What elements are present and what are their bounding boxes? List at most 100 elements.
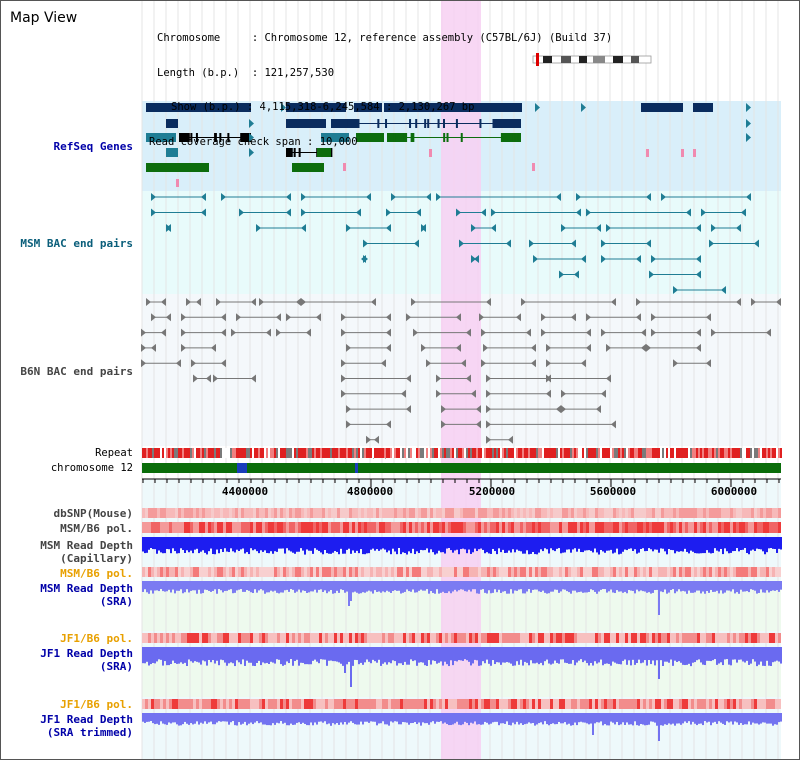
read-depth-bar bbox=[240, 537, 242, 550]
polymorphism-cell bbox=[295, 522, 298, 533]
polymorphism-cell bbox=[754, 633, 757, 643]
repeat-mark bbox=[688, 448, 690, 458]
polymorphism-cell bbox=[562, 699, 565, 709]
read-depth-bar bbox=[194, 713, 196, 724]
polymorphism-cell bbox=[394, 522, 397, 533]
repeat-mark bbox=[476, 448, 478, 458]
chromosome-ideogram[interactable] bbox=[531, 53, 656, 67]
read-depth-bar bbox=[670, 537, 672, 550]
jf1-b6-pol-trimmed-label[interactable]: JF1/B6 pol. bbox=[60, 698, 133, 711]
read-depth-bar bbox=[628, 713, 630, 725]
read-depth-bar bbox=[642, 713, 644, 725]
polymorphism-cell bbox=[427, 567, 430, 577]
read-depth-bar bbox=[642, 537, 644, 549]
polymorphism-cell bbox=[307, 508, 310, 518]
read-depth-bar bbox=[562, 713, 564, 724]
polymorphism-cell bbox=[469, 633, 472, 643]
read-depth-bar bbox=[706, 713, 708, 723]
read-depth-bar bbox=[182, 537, 184, 550]
read-depth-bar bbox=[360, 647, 362, 663]
bac-end-marker bbox=[346, 405, 351, 414]
repeat-mark bbox=[490, 448, 492, 458]
repeat-mark bbox=[346, 448, 348, 458]
read-depth-bar bbox=[470, 647, 472, 666]
polymorphism-cell bbox=[211, 699, 214, 709]
read-depth-bar bbox=[770, 647, 772, 667]
read-depth-bar bbox=[618, 647, 620, 665]
polymorphism-cell bbox=[367, 522, 370, 533]
polymorphism-cell bbox=[619, 508, 622, 518]
polymorphism-cell bbox=[157, 508, 160, 518]
bac-end-marker bbox=[193, 374, 198, 383]
read-depth-bar bbox=[658, 647, 660, 679]
msm-b6-pol-sra-label[interactable]: MSM/B6 pol. bbox=[60, 567, 133, 580]
read-depth-bar bbox=[164, 581, 166, 592]
jf1-b6-pol-label[interactable]: JF1/B6 pol. bbox=[60, 632, 133, 645]
show-label: Show (b.p.) bbox=[171, 101, 241, 113]
bac-end-marker bbox=[421, 224, 426, 232]
msm-b6-pol-track-label[interactable]: MSM/B6 pol. bbox=[60, 522, 133, 535]
repeat-mark bbox=[176, 448, 178, 458]
bac-end-marker bbox=[541, 328, 546, 337]
read-depth-bar bbox=[484, 581, 486, 593]
read-depth-bar bbox=[218, 581, 220, 590]
read-depth-bar bbox=[666, 581, 668, 594]
read-depth-bar bbox=[150, 647, 152, 665]
read-depth-bar bbox=[284, 581, 286, 591]
polymorphism-cell bbox=[547, 633, 550, 643]
read-depth-bar bbox=[378, 581, 380, 592]
repeat-mark bbox=[200, 448, 202, 458]
read-depth-bar bbox=[372, 713, 374, 722]
read-depth-bar bbox=[486, 647, 488, 660]
bac-end-marker bbox=[406, 374, 411, 383]
polymorphism-cell bbox=[670, 508, 673, 518]
polymorphism-cell bbox=[148, 567, 151, 577]
read-depth-bar bbox=[280, 647, 282, 665]
read-depth-bar bbox=[516, 647, 518, 662]
polymorphism-cell bbox=[388, 699, 391, 709]
repeat-mark bbox=[668, 448, 670, 458]
polymorphism-cell bbox=[364, 567, 367, 577]
read-depth-bar bbox=[174, 581, 176, 594]
read-depth-bar bbox=[388, 713, 390, 726]
polymorphism-cell bbox=[490, 699, 493, 709]
repeat-mark bbox=[620, 448, 622, 458]
msm-depth-capillary-label[interactable]: MSM Read Depth bbox=[40, 539, 133, 552]
polymorphism-cell bbox=[229, 633, 232, 643]
read-depth-bar bbox=[522, 647, 524, 666]
repeat-mark bbox=[452, 448, 454, 458]
msm-depth-sra-label[interactable]: MSM Read Depth bbox=[40, 582, 133, 595]
jf1-depth-sra-label[interactable]: JF1 Read Depth bbox=[40, 647, 133, 660]
read-depth-bar bbox=[250, 713, 252, 723]
jf1-depth-trimmed-label[interactable]: JF1 Read Depth bbox=[40, 713, 133, 726]
polymorphism-cell bbox=[367, 699, 370, 709]
b6n-bac-track-label[interactable]: B6N BAC end pairs bbox=[20, 365, 133, 378]
read-depth-bar bbox=[290, 647, 292, 660]
polymorphism-cell bbox=[649, 633, 652, 643]
read-depth-bar bbox=[752, 581, 754, 590]
read-depth-bar bbox=[232, 537, 234, 552]
read-depth-bar bbox=[666, 537, 668, 555]
chromosome-bar bbox=[142, 463, 781, 473]
polymorphism-cell bbox=[382, 508, 385, 518]
read-depth-bar bbox=[676, 713, 678, 724]
read-depth-bar bbox=[412, 581, 414, 590]
read-depth-bar bbox=[760, 713, 762, 724]
polymorphism-cell bbox=[772, 567, 775, 577]
read-depth-bar bbox=[202, 647, 204, 661]
gene-block bbox=[166, 119, 178, 128]
read-depth-bar bbox=[708, 537, 710, 553]
read-depth-bar bbox=[464, 647, 466, 660]
read-depth-bar bbox=[218, 713, 220, 722]
msm-bac-track-label[interactable]: MSM BAC end pairs bbox=[20, 237, 133, 250]
read-depth-bar bbox=[634, 713, 636, 722]
read-depth-bar bbox=[468, 713, 470, 726]
refseq-track-label[interactable]: RefSeq Genes bbox=[53, 140, 133, 153]
repeat-mark bbox=[198, 448, 200, 458]
read-depth-bar bbox=[268, 647, 270, 664]
polymorphism-cell bbox=[766, 567, 769, 577]
polymorphism-cell bbox=[640, 699, 643, 709]
read-depth-bar bbox=[260, 581, 262, 590]
dbsnp-track-label[interactable]: dbSNP(Mouse) bbox=[53, 507, 133, 520]
